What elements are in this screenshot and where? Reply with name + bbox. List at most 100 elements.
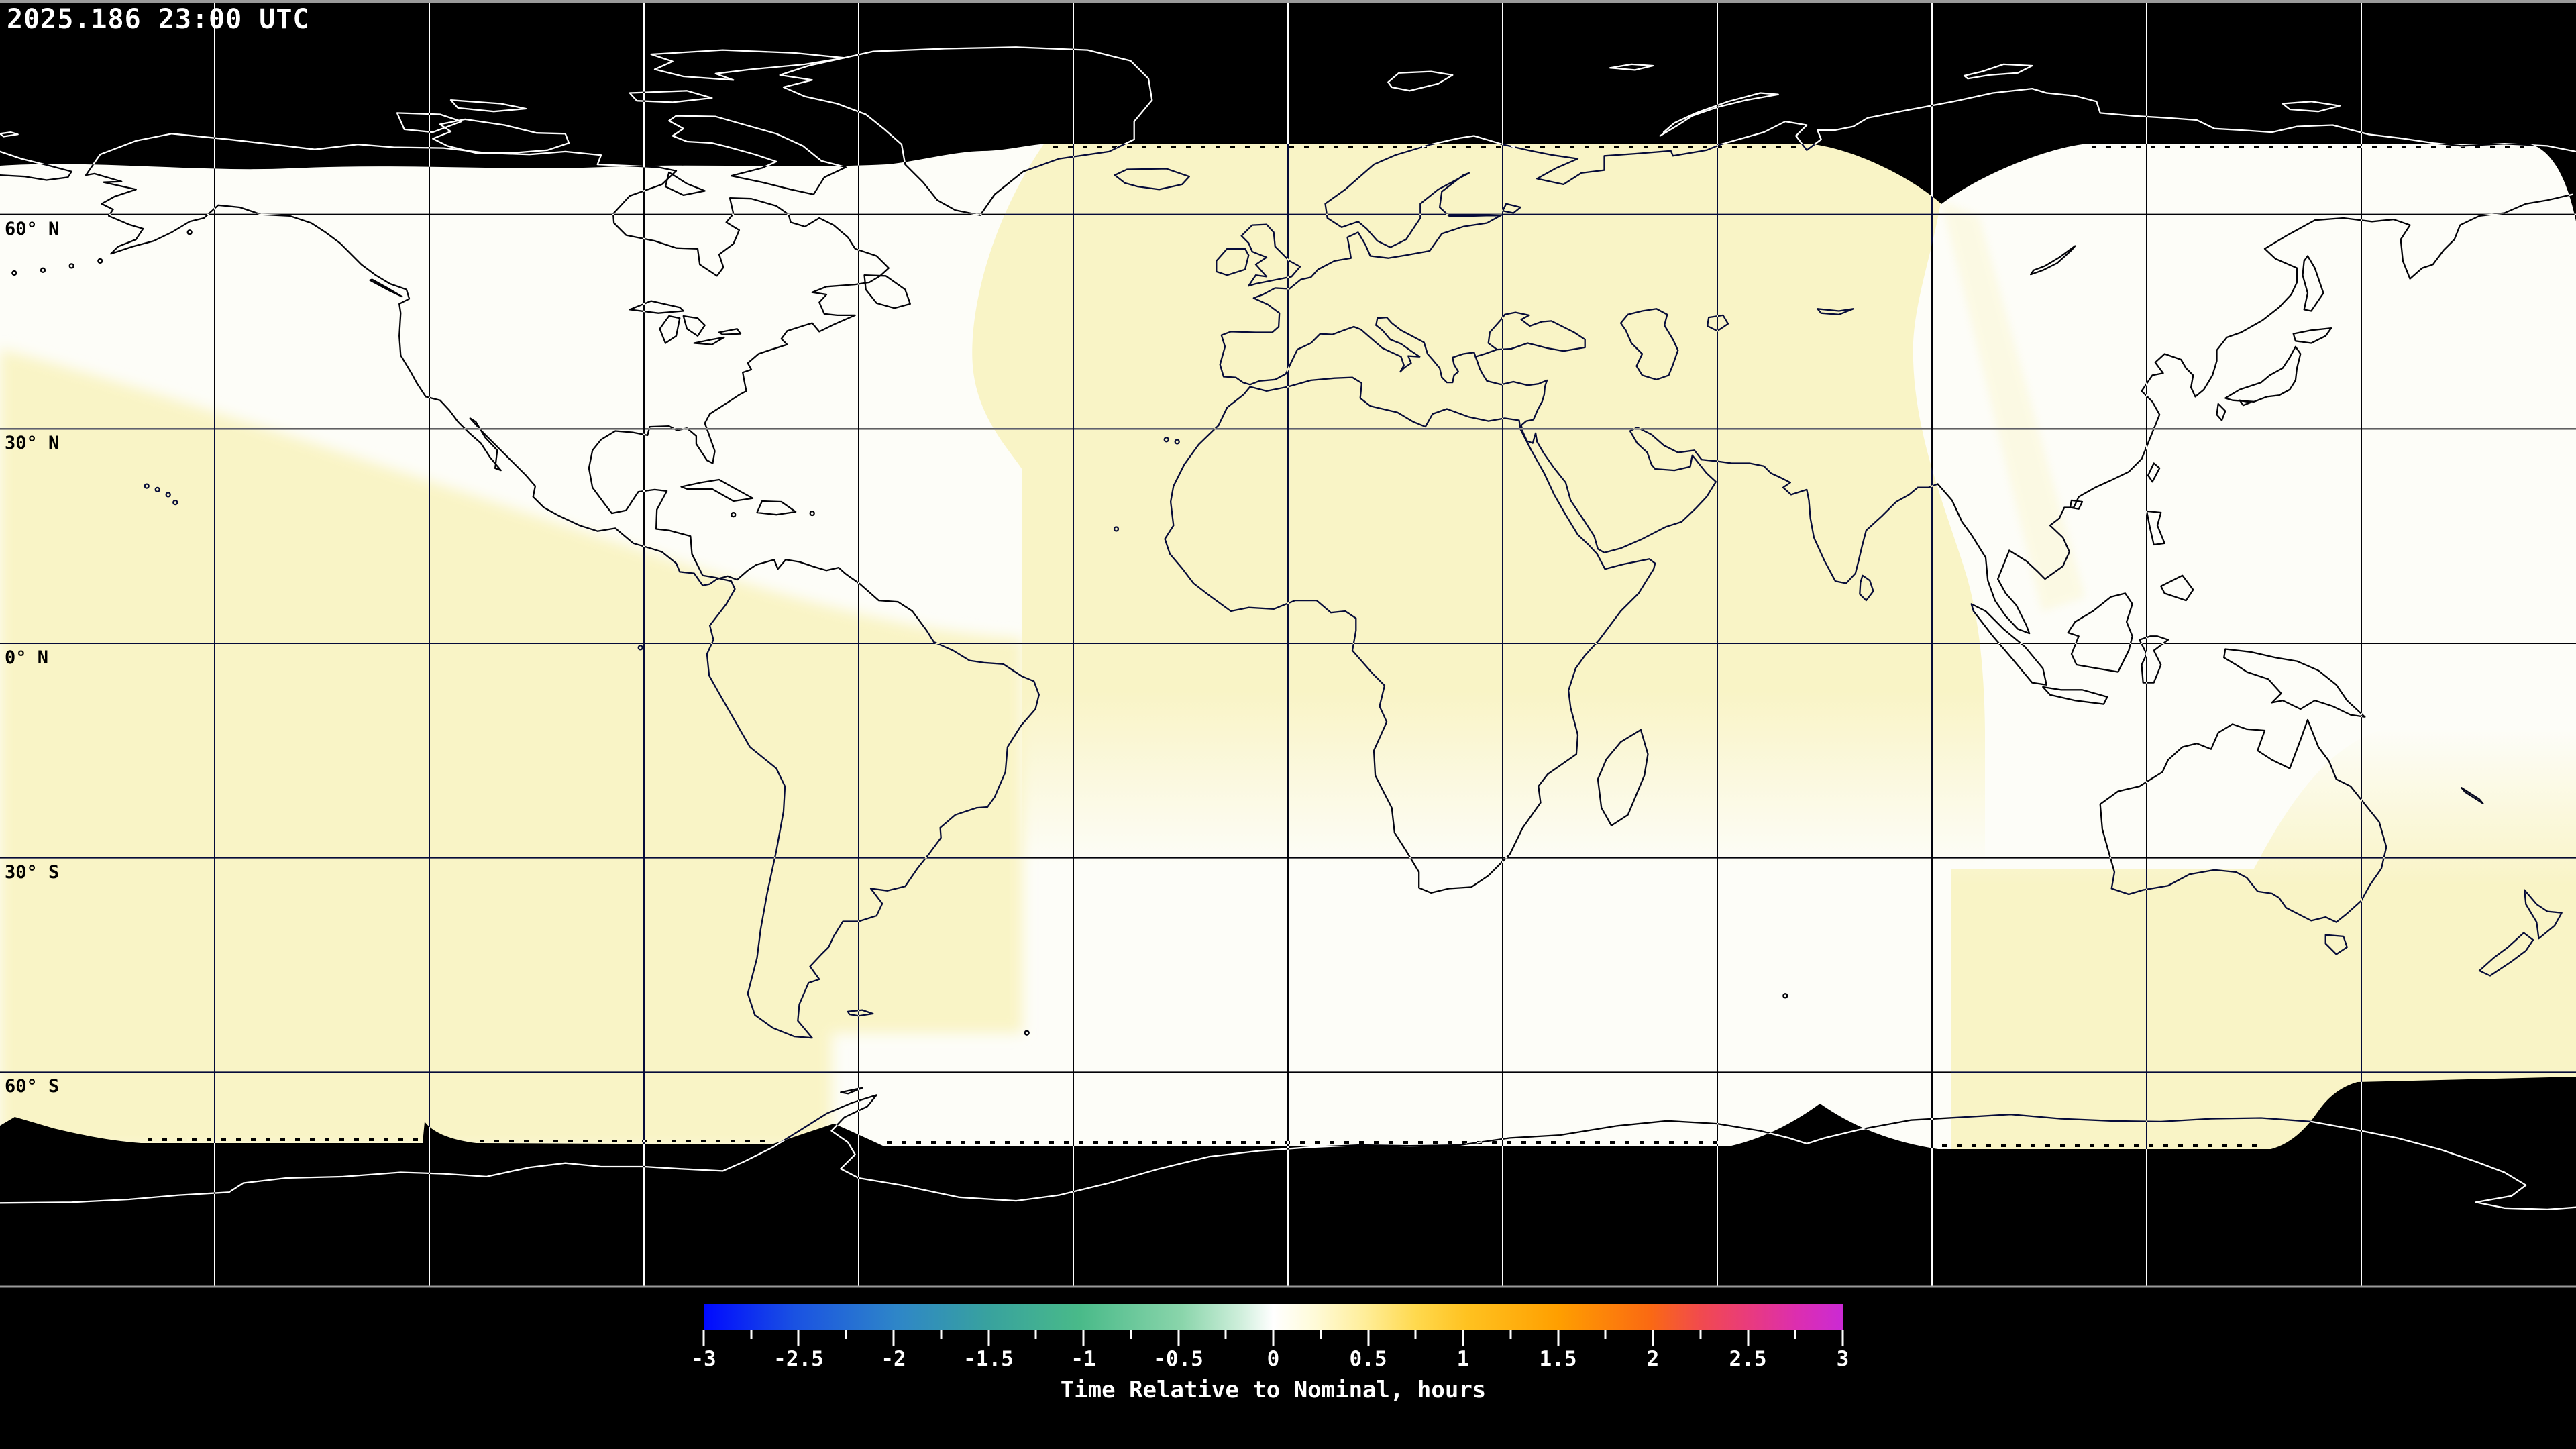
coastline-path [1219, 135, 1586, 386]
island-dot [1113, 526, 1120, 532]
colorbar-tick [1224, 1330, 1227, 1339]
coastline-path [2239, 399, 2251, 407]
colorbar-tick [750, 1330, 753, 1339]
coastline-path [1216, 248, 1250, 276]
coastline-path [396, 112, 463, 133]
swath-region-lower-left [0, 349, 1022, 1148]
coastline-path [2099, 718, 2387, 923]
colorbar-tick [1367, 1330, 1369, 1346]
colorbar-tick-label: -1.5 [963, 1347, 1014, 1371]
colorbar-tick [1699, 1330, 1702, 1339]
island-dot [186, 229, 193, 235]
latitude-label: 60° S [5, 1076, 60, 1097]
colorbar-tick [1652, 1330, 1654, 1346]
coastline-path [2147, 462, 2161, 483]
coastline-path [85, 133, 1040, 1039]
island-dot [144, 483, 150, 489]
timestamp-label: 2025.186 23:00 UTC [7, 4, 310, 35]
island-dot [11, 270, 17, 276]
coastline-path [659, 315, 681, 344]
coastline-path [1706, 314, 1729, 332]
swath-region-lower-right [1951, 723, 2576, 1150]
coastline-path [2145, 510, 2165, 546]
coastline-path [2292, 327, 2332, 344]
coastline-path [1114, 168, 1190, 191]
coastline-path [1619, 308, 1679, 380]
coastline-path [693, 336, 725, 345]
coastline-path [0, 1094, 2576, 1211]
coastline-path [2067, 592, 2133, 673]
colorbar-tick [1841, 1330, 1844, 1346]
coastline-path [2042, 686, 2108, 705]
island-dot [637, 645, 643, 651]
coastline-path [2282, 101, 2341, 113]
colorbar-title: Time Relative to Nominal, hours [1060, 1377, 1487, 1403]
coastline-path [1597, 729, 1649, 826]
coastline-path [1963, 63, 2033, 80]
colorbar-tick [1604, 1330, 1607, 1339]
colorbar-tick [1082, 1330, 1085, 1346]
colorbar-tick-label: 2.5 [1729, 1347, 1767, 1371]
scan-edge-dots [148, 146, 2524, 1147]
coastline-path [847, 1009, 874, 1017]
coastline-path [2478, 932, 2534, 977]
colorbar-tick-label: -1 [1071, 1347, 1096, 1371]
coastline-path [2524, 889, 2563, 940]
coastline-path [668, 115, 847, 195]
colorbar-tick [1130, 1330, 1132, 1339]
coastline-path [0, 131, 19, 138]
coastline-path [1501, 203, 1521, 214]
colorbar-tick-label: -2 [881, 1347, 906, 1371]
coastline-path [1970, 603, 2047, 686]
coastline-path [2139, 635, 2169, 684]
coastline-path [1240, 223, 1301, 287]
coastline-path [2324, 934, 2348, 955]
coastline-path [369, 278, 403, 298]
swath-band-right [1941, 201, 2085, 612]
coastline-path [718, 328, 742, 335]
coastline-path [1473, 87, 2576, 186]
colorbar-tick [702, 1330, 705, 1346]
island-dot [1782, 993, 1788, 999]
coastline-path [2461, 787, 2484, 804]
colorbar-tick-label: -2.5 [773, 1347, 824, 1371]
coastline-path [1659, 92, 1779, 137]
colorbar-tick [1747, 1330, 1749, 1346]
coastline-path [664, 171, 706, 197]
colorbar: -3 -2.5 -2 -1.5 -1 -0.5 0 0.5 1 1.5 2 2.5 3 Time Rel… [691, 1304, 1849, 1411]
colorbar-tick [1794, 1330, 1796, 1339]
colorbar-tick [1462, 1330, 1464, 1346]
coastline-path [629, 300, 684, 314]
coastline-path [680, 478, 754, 502]
island-dot [809, 510, 815, 517]
island-dot [731, 512, 737, 518]
colorbar-tick [987, 1330, 989, 1346]
coastline-path [779, 46, 1153, 216]
island-dot [172, 499, 178, 506]
graticule [0, 0, 2576, 1287]
coastline-path [1387, 70, 1454, 92]
colorbar-tick [940, 1330, 943, 1339]
coastline-path [863, 274, 911, 309]
coastline-path [1164, 376, 1656, 894]
latitude-label: 60° N [5, 218, 60, 239]
swath-region-main [972, 138, 1985, 871]
colorbar-tick-label: 2 [1646, 1347, 1660, 1371]
island-dot [1174, 439, 1180, 445]
coastline-path [629, 90, 713, 103]
colorbar-tick [1034, 1330, 1037, 1339]
island-dot [154, 486, 160, 493]
island-dot [1163, 437, 1169, 443]
latitude-label: 0° N [5, 647, 49, 668]
colorbar-tick-label: -0.5 [1153, 1347, 1203, 1371]
coastline-path [840, 1087, 863, 1095]
colorbar-tick-label: 0 [1267, 1347, 1280, 1371]
colorbar-tick [1320, 1330, 1322, 1339]
colorbar-tick [845, 1330, 847, 1339]
colorbar-tick-label: -3 [691, 1347, 716, 1371]
coastline-path [1609, 63, 1654, 71]
coastline-path [1817, 308, 1854, 315]
colorbar-tick [1557, 1330, 1559, 1346]
colorbar-gradient [704, 1304, 1843, 1330]
